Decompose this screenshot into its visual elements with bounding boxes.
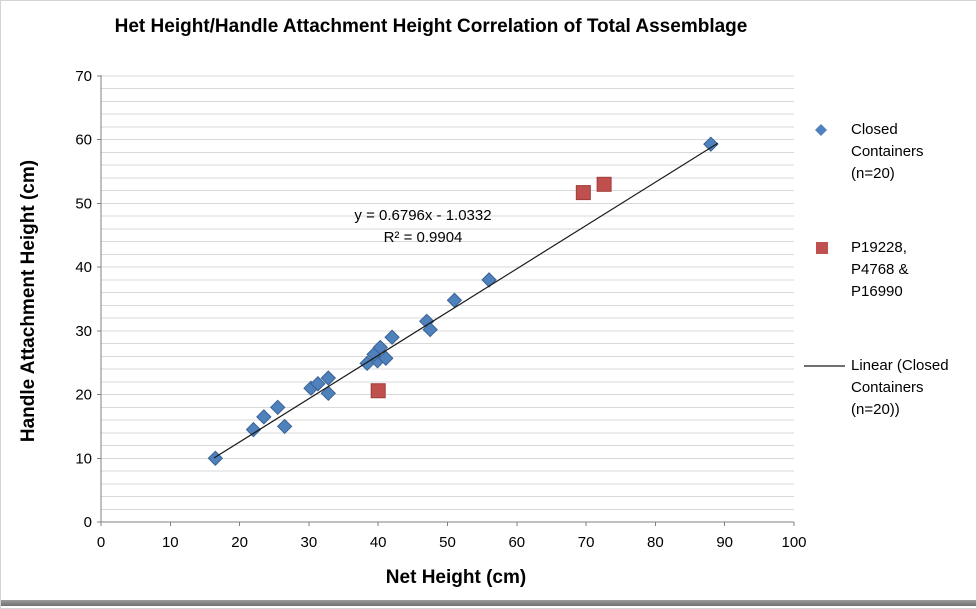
window-bottom-edge — [1, 600, 976, 606]
closed-container-point — [310, 376, 326, 392]
trendline-equation: y = 0.6796x - 1.0332 R² = 0.9904 — [323, 205, 523, 249]
closed-container-point — [256, 409, 272, 425]
closed-container-point — [320, 385, 337, 402]
r-squared-value: R² = 0.9904 — [383, 229, 463, 246]
x-tick-label: 0 — [97, 534, 105, 551]
closed-container-point — [378, 350, 394, 366]
y-tick-label: 0 — [84, 514, 92, 531]
legend-label: Linear (Closed Containers (n=20)) — [851, 357, 949, 418]
diamond-marker-icon — [801, 119, 851, 141]
equation-line: y = 0.6796x - 1.0332 — [354, 207, 492, 224]
y-tick-label: 70 — [75, 68, 92, 85]
x-tick-label: 100 — [781, 534, 806, 551]
closed-container-point — [481, 272, 497, 288]
x-tick-label: 10 — [162, 534, 179, 551]
square-marker-icon — [801, 237, 851, 259]
closed-container-point — [276, 418, 293, 435]
y-axis-title: Handle Attachment Height (cm) — [18, 159, 39, 443]
special-vessel-point — [596, 176, 612, 192]
x-tick-label: 80 — [647, 534, 664, 551]
y-tick-label: 20 — [75, 387, 92, 404]
line-marker-icon — [801, 355, 851, 377]
special-vessel-point — [575, 185, 591, 201]
x-tick-label: 40 — [370, 534, 387, 551]
closed-container-point — [270, 399, 286, 416]
x-tick-label: 90 — [716, 534, 733, 551]
x-tick-label: 50 — [439, 534, 456, 551]
y-tick-label: 60 — [75, 132, 92, 149]
y-tick-label: 50 — [75, 195, 92, 212]
x-tick-label: 70 — [578, 534, 595, 551]
legend-label: Closed Containers (n=20) — [851, 121, 924, 182]
legend-item-linear-trendline: Linear (Closed Containers (n=20)) — [801, 355, 949, 421]
y-tick-label: 30 — [75, 323, 92, 340]
x-tick-label: 30 — [301, 534, 318, 551]
closed-container-point — [320, 370, 337, 386]
closed-container-point — [384, 329, 400, 345]
special-vessel-point — [370, 383, 386, 399]
x-tick-label: 20 — [231, 534, 248, 551]
legend-item-special-vessels: P19228, P4768 & P16990 — [801, 237, 909, 303]
x-axis-title: Net Height (cm) — [385, 567, 527, 588]
trendline — [213, 142, 719, 459]
y-tick-label: 40 — [75, 259, 92, 276]
closed-container-point — [245, 421, 262, 438]
y-tick-label: 10 — [75, 450, 92, 467]
x-tick-label: 60 — [508, 534, 525, 551]
closed-container-point — [703, 136, 719, 152]
legend-item-closed-containers: Closed Containers (n=20) — [801, 119, 924, 185]
closed-container-point — [422, 321, 438, 338]
chart-title: Het Height/Handle Attachment Height Corr… — [114, 16, 748, 37]
legend-label: P19228, P4768 & P16990 — [851, 239, 909, 300]
